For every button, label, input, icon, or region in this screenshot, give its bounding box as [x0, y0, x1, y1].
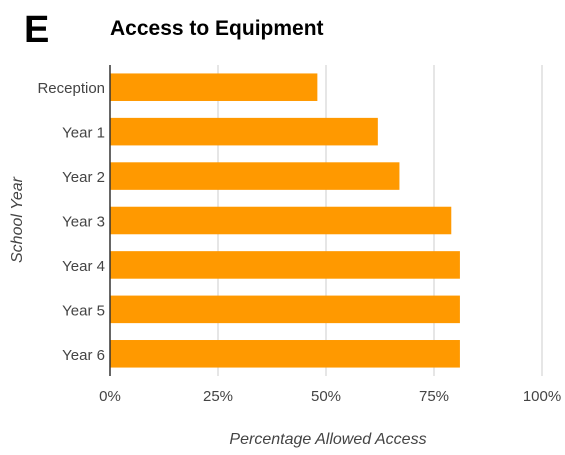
- y-axis-title: School Year: [9, 176, 26, 263]
- x-tick-label: 0%: [99, 388, 121, 405]
- category-label: Year 1: [62, 125, 105, 142]
- category-label: Year 4: [62, 258, 105, 275]
- x-tick-label: 75%: [419, 388, 449, 405]
- x-tick-label: 100%: [523, 388, 561, 405]
- bar: [110, 251, 460, 279]
- bar: [110, 73, 318, 101]
- category-label: Reception: [37, 80, 105, 97]
- x-tick-labels: 0% 25% 50% 75% 100%: [99, 388, 561, 405]
- panel-letter: E: [24, 9, 49, 51]
- bar: [110, 117, 378, 146]
- bar: [110, 340, 460, 368]
- category-label: Year 3: [62, 214, 105, 231]
- category-label: Year 6: [62, 347, 105, 364]
- x-axis-title: Percentage Allowed Access: [229, 431, 426, 448]
- bar: [110, 295, 460, 324]
- category-labels: Reception Year 1 Year 2 Year 3 Year 4 Year 5 Y…: [37, 80, 105, 364]
- x-tick-label: 50%: [311, 388, 341, 405]
- bars: [110, 73, 460, 368]
- bar: [110, 162, 400, 190]
- chart-title: Access to Equipment: [110, 17, 324, 40]
- category-label: Year 5: [62, 302, 105, 319]
- bar: [110, 206, 452, 235]
- category-label: Year 2: [62, 169, 105, 186]
- x-tick-label: 25%: [203, 388, 233, 405]
